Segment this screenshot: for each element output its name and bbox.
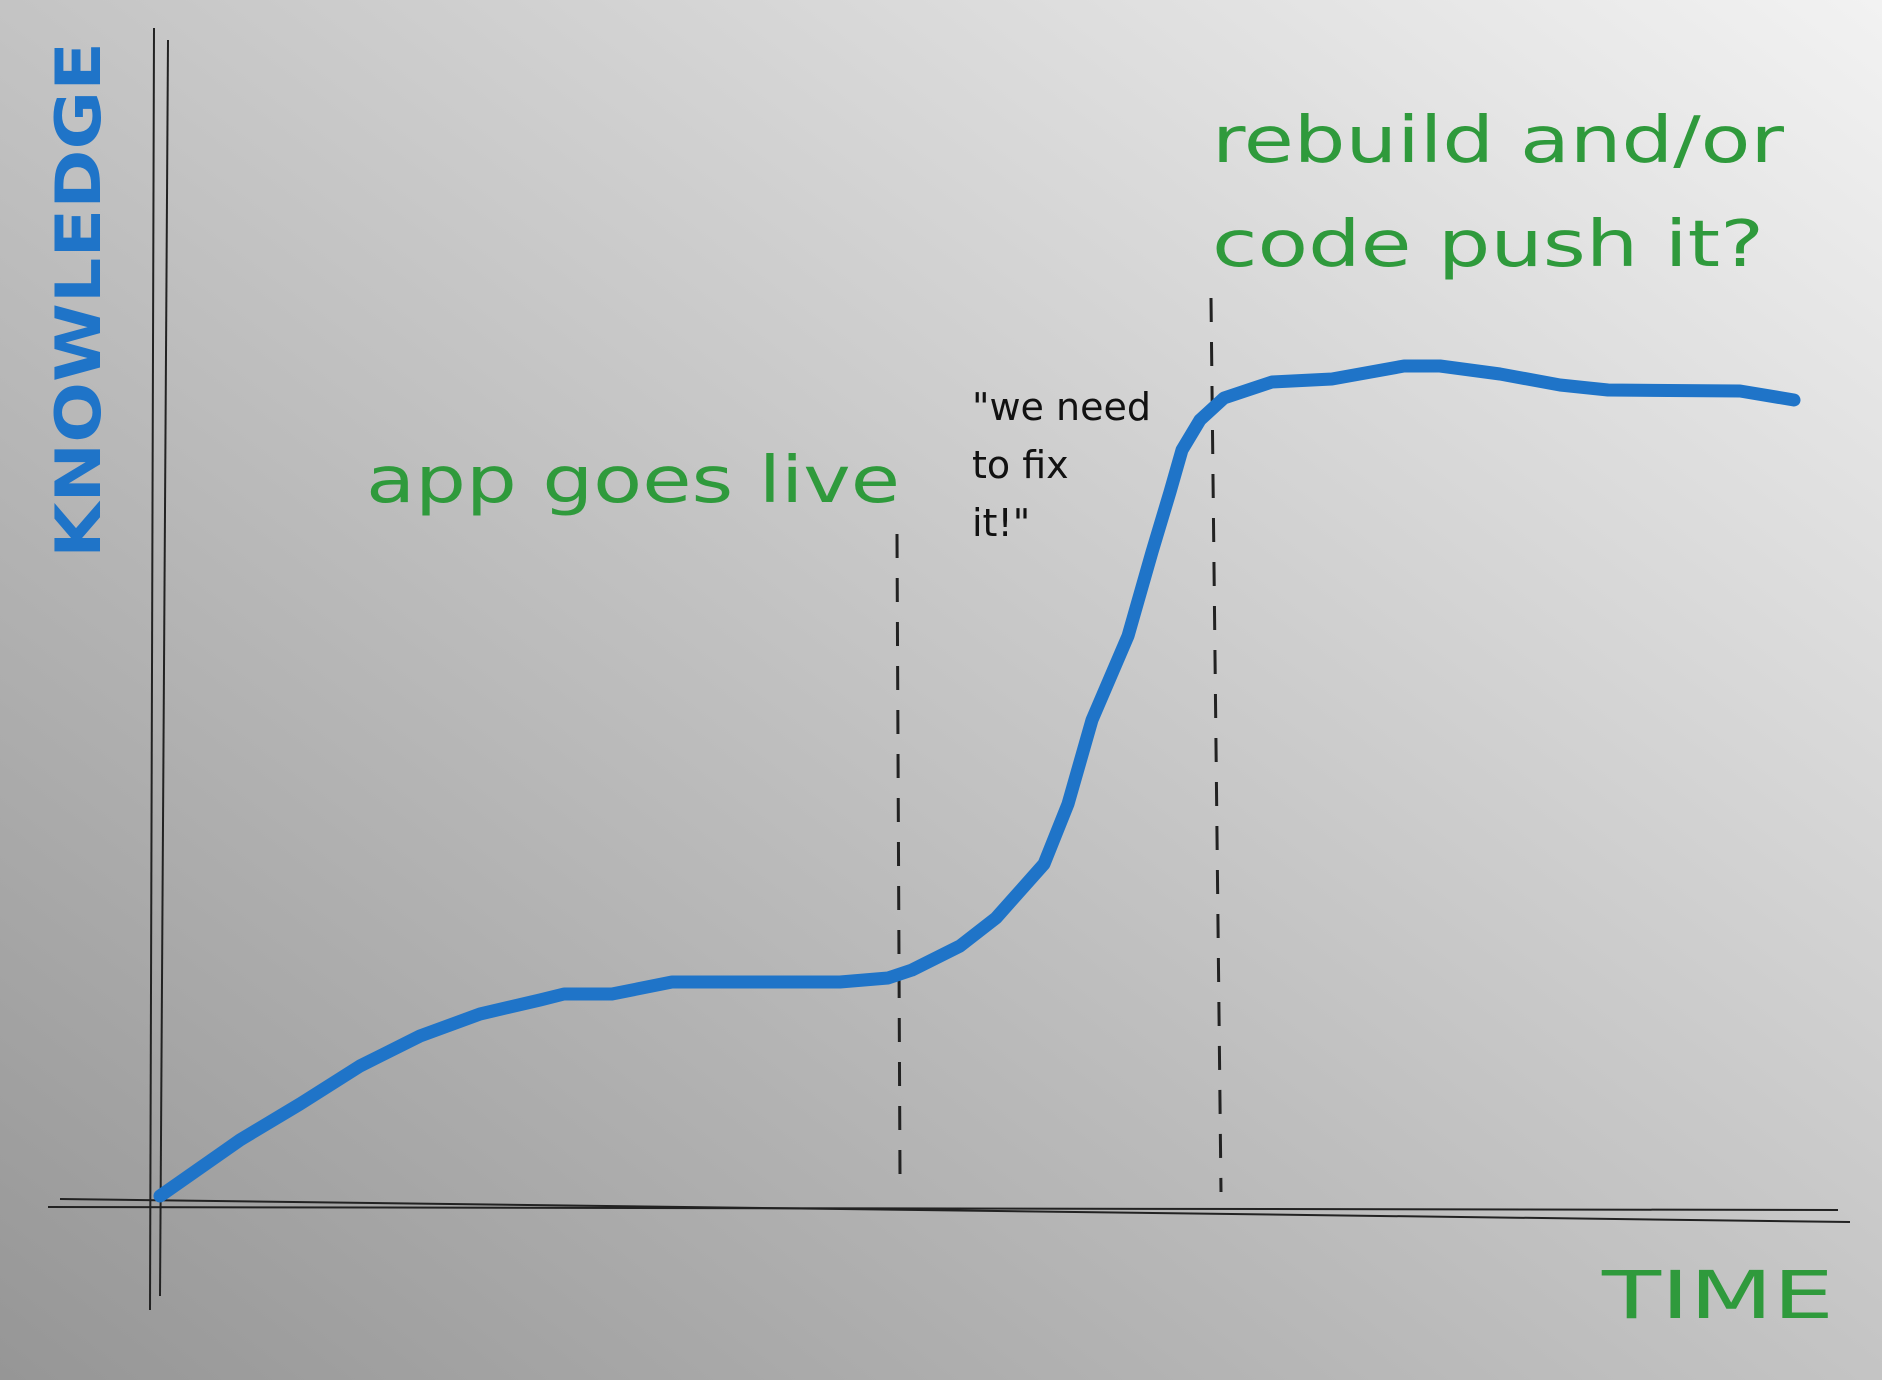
x-axis xyxy=(59,1198,1851,1223)
x-axis xyxy=(47,1206,1839,1211)
knowledge-curve xyxy=(153,359,1801,1203)
rebuild-annotation: code push it? xyxy=(1212,208,1764,282)
y-axis-label: KNOWLEDGE xyxy=(42,42,115,558)
y-axis xyxy=(149,27,155,1311)
quote-line: it!" xyxy=(972,501,1030,545)
go-live-marker xyxy=(895,533,902,1177)
quote-line: "we need xyxy=(972,385,1151,429)
quote-line: to fix xyxy=(972,443,1069,487)
rebuild-marker xyxy=(1209,297,1223,1193)
x-axis-label: TIME xyxy=(1601,1257,1834,1334)
go-live-annotation: app goes live xyxy=(366,444,900,518)
rebuild-annotation: rebuild and/or xyxy=(1212,104,1785,178)
y-axis xyxy=(159,39,169,1297)
